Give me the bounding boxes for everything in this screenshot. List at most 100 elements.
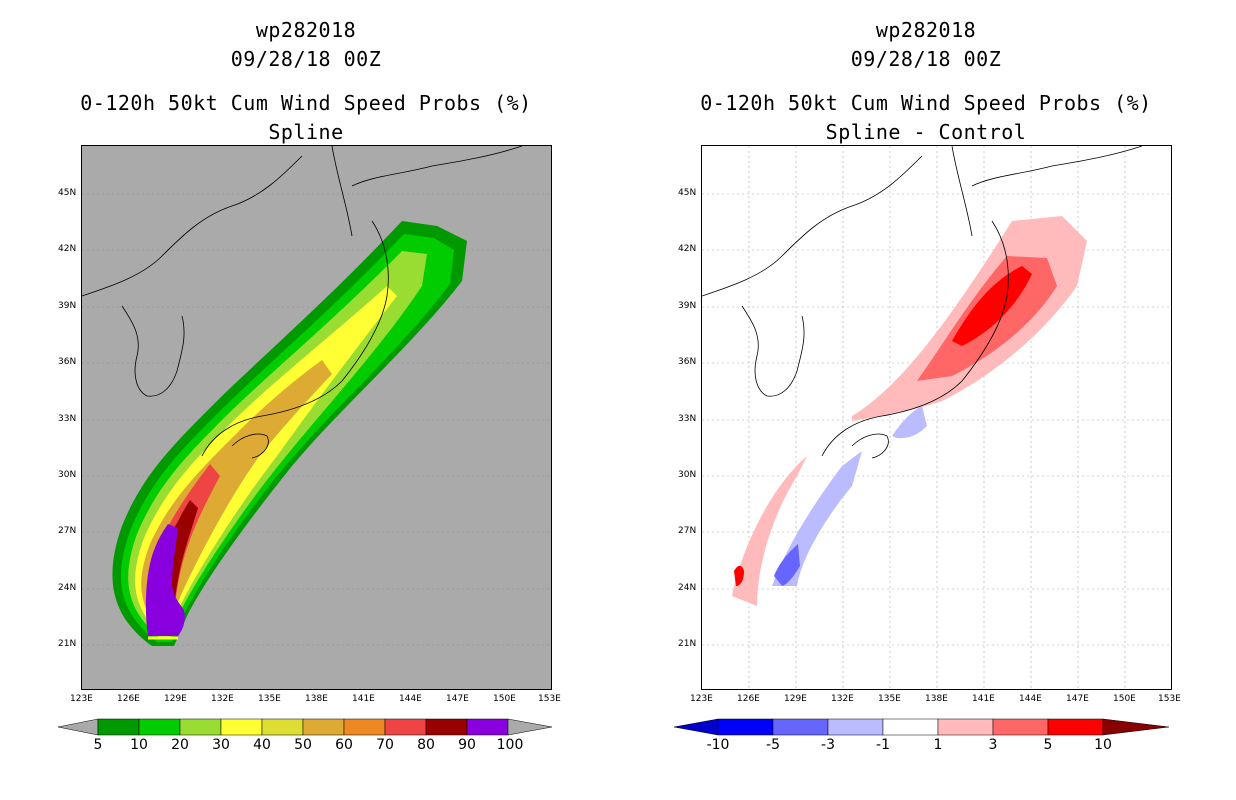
right-lat-30: 30N	[678, 470, 697, 480]
right-colorbar-low-arrow	[674, 718, 719, 736]
left-cb-label-60: 60	[335, 737, 353, 753]
right-lon-144: 144E	[1019, 694, 1042, 704]
right-colorbar-swatch-3	[827, 718, 884, 736]
left-colorbar-swatch-5	[261, 718, 304, 736]
right-coastlines	[702, 146, 1143, 459]
right-lat-36: 36N	[678, 357, 697, 367]
left-title-product: 0-120h 50kt Cum Wind Speed Probs (%)	[80, 91, 532, 115]
right-title-product: 0-120h 50kt Cum Wind Speed Probs (%)	[700, 91, 1152, 115]
prob-50	[141, 360, 332, 634]
left-colorbar-swatch-3	[179, 718, 222, 736]
left-cb-label-10: 10	[130, 737, 148, 753]
left-cb-label-20: 20	[171, 737, 189, 753]
right-lon-153: 153E	[1158, 694, 1181, 704]
right-lon-132: 132E	[831, 694, 854, 704]
left-colorbar-swatch-7	[343, 718, 386, 736]
left-colorbar-swatch-1	[97, 718, 140, 736]
left-map-graphic	[82, 146, 551, 646]
left-cb-label-50: 50	[294, 737, 312, 753]
right-lat-27: 27N	[678, 526, 697, 536]
left-colorbar-high-arrow	[507, 718, 553, 736]
left-colorbar-low-arrow	[58, 718, 99, 736]
right-lon-129: 129E	[784, 694, 807, 704]
diff-pos-5	[952, 266, 1032, 346]
right-cb-label-m5: -5	[766, 737, 780, 753]
left-lat-33: 33N	[58, 414, 77, 424]
right-lon-138: 138E	[925, 694, 948, 704]
right-lat-39: 39N	[678, 301, 697, 311]
left-cb-label-30: 30	[212, 737, 230, 753]
right-cb-label-m1: -1	[876, 737, 890, 753]
left-lat-36: 36N	[58, 357, 77, 367]
left-lon-153: 153E	[538, 694, 561, 704]
left-lon-144: 144E	[399, 694, 422, 704]
left-cb-label-40: 40	[253, 737, 271, 753]
left-cb-label-90: 90	[458, 737, 476, 753]
left-lon-147: 147E	[446, 694, 469, 704]
right-lat-24: 24N	[678, 583, 697, 593]
right-cb-label-m10: -10	[706, 737, 730, 753]
left-colorbar-swatch-6	[302, 718, 345, 736]
left-title-date: 09/28/18 00Z	[230, 47, 382, 71]
right-colorbar-high-arrow	[1102, 718, 1170, 736]
left-colorbar-swatch-10	[466, 718, 509, 736]
diff-neg-3	[774, 544, 800, 586]
left-colorbar-swatch-8	[384, 718, 427, 736]
left-cb-label-5: 5	[93, 737, 103, 753]
right-lat-33: 33N	[678, 414, 697, 424]
diff-pos-left-1	[732, 456, 807, 606]
right-lon-123: 123E	[690, 694, 713, 704]
right-lat-42: 42N	[678, 244, 697, 254]
left-lat-45: 45N	[58, 188, 77, 198]
left-cb-label-100: 100	[496, 737, 524, 753]
left-lon-135: 135E	[258, 694, 281, 704]
left-lon-129: 129E	[164, 694, 187, 704]
left-lon-150: 150E	[493, 694, 516, 704]
prob-100	[145, 524, 185, 636]
right-cb-label-10: 10	[1094, 737, 1112, 753]
right-colorbar-swatch-6	[992, 718, 1049, 736]
right-lon-147: 147E	[1066, 694, 1089, 704]
right-title-storm-id: wp282018	[875, 18, 977, 42]
left-lat-21: 21N	[58, 639, 77, 649]
left-cb-label-70: 70	[376, 737, 394, 753]
right-title-date: 09/28/18 00Z	[850, 47, 1002, 71]
right-cb-label-1: 1	[933, 737, 943, 753]
left-lat-39: 39N	[58, 301, 77, 311]
left-title-storm-id: wp282018	[255, 18, 357, 42]
left-lon-132: 132E	[211, 694, 234, 704]
left-lon-126: 126E	[117, 694, 140, 704]
left-lon-141: 141E	[352, 694, 375, 704]
right-lon-141: 141E	[972, 694, 995, 704]
left-colorbar-swatch-4	[220, 718, 263, 736]
right-colorbar-swatch-7	[1047, 718, 1104, 736]
left-lon-123: 123E	[70, 694, 93, 704]
right-colorbar-swatch-4	[882, 718, 939, 736]
right-lat-21: 21N	[678, 639, 697, 649]
left-map-panel	[81, 145, 552, 690]
right-colorbar-swatch-5	[937, 718, 994, 736]
left-colorbar-swatch-2	[138, 718, 181, 736]
right-lon-150: 150E	[1113, 694, 1136, 704]
right-map-graphic	[702, 146, 1171, 689]
right-lat-45: 45N	[678, 188, 697, 198]
right-cb-label-m3: -3	[821, 737, 835, 753]
left-lat-27: 27N	[58, 526, 77, 536]
right-gridlines	[702, 146, 1171, 689]
right-cb-label-3: 3	[988, 737, 998, 753]
right-lon-135: 135E	[878, 694, 901, 704]
diff-pos-left-5	[734, 565, 744, 586]
left-lat-42: 42N	[58, 244, 77, 254]
left-lat-24: 24N	[58, 583, 77, 593]
left-colorbar-swatch-9	[425, 718, 468, 736]
right-colorbar	[674, 718, 1170, 736]
right-lon-126: 126E	[737, 694, 760, 704]
left-coastlines	[82, 146, 523, 459]
left-lon-138: 138E	[305, 694, 328, 704]
left-title-method: Spline	[268, 120, 344, 144]
right-cb-label-5: 5	[1043, 737, 1053, 753]
right-colorbar-swatch-1	[717, 718, 774, 736]
right-map-panel	[701, 145, 1172, 690]
diff-neg-top-1	[892, 406, 927, 439]
left-cb-label-80: 80	[417, 737, 435, 753]
